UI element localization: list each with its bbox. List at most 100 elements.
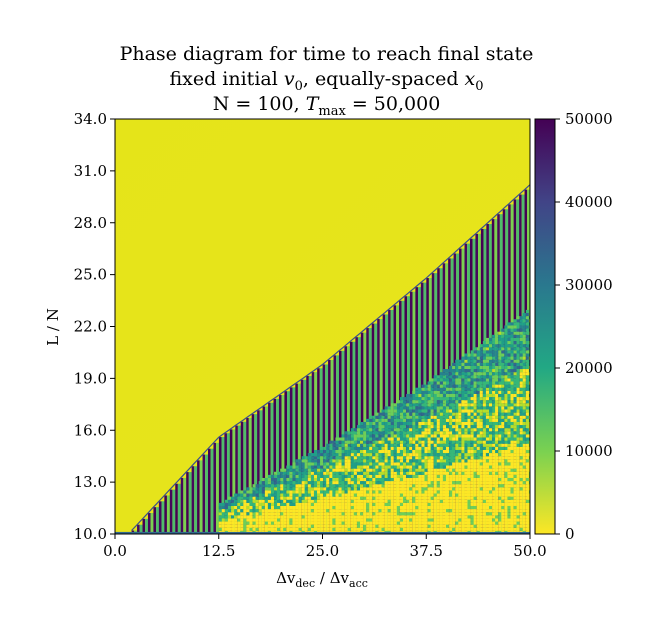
scatter-cell — [510, 328, 514, 332]
scatter-cell — [516, 515, 520, 519]
scatter-cell — [510, 446, 514, 450]
scatter-cell — [274, 499, 278, 503]
scatter-cell — [393, 437, 397, 441]
scatter-cell — [360, 524, 364, 528]
scatter-cell — [393, 509, 397, 513]
scatter-cell — [403, 496, 407, 500]
scatter-cell — [381, 456, 385, 460]
scatter-cell — [277, 474, 281, 478]
scatter-cell — [455, 515, 459, 519]
scatter-cell — [329, 518, 333, 522]
scatter-cell — [479, 524, 483, 528]
scatter-cell — [452, 403, 456, 407]
scatter-cell — [323, 462, 327, 466]
scatter-cell — [415, 449, 419, 454]
scatter-cell — [387, 524, 391, 528]
scatter-cell — [495, 481, 499, 485]
scatter-cell — [427, 512, 431, 516]
scatter-cell — [492, 344, 496, 348]
scatter-cell — [504, 493, 508, 497]
scatter-cell — [424, 412, 428, 416]
scatter-cell — [231, 524, 235, 528]
scatter-cell — [375, 412, 379, 416]
scatter-cell — [446, 518, 450, 522]
scatter-cell — [403, 477, 407, 482]
scatter-cell — [261, 505, 265, 510]
scatter-cell — [356, 515, 361, 519]
scatter-cell — [424, 456, 428, 460]
scatter-cell — [313, 493, 318, 497]
scatter-cell — [507, 512, 511, 516]
scatter-cell — [341, 521, 345, 525]
scatter-cell — [378, 521, 382, 525]
scatter-cell — [476, 359, 480, 363]
scatter-cell — [307, 490, 311, 494]
scatter-cell — [525, 428, 529, 432]
scatter-cell — [492, 362, 496, 366]
scatter-cell — [344, 434, 348, 438]
scatter-cell — [390, 428, 394, 432]
scatter-cell — [277, 496, 281, 500]
scatter-cell — [292, 505, 296, 510]
scatter-cell — [492, 428, 496, 432]
scatter-cell — [516, 359, 520, 363]
scatter-cell — [406, 474, 410, 478]
scatter-cell — [522, 328, 526, 332]
scatter-cell — [270, 518, 275, 522]
scatter-cell — [467, 403, 471, 407]
scatter-cell — [307, 524, 311, 528]
scatter-cell — [476, 496, 480, 500]
scatter-cell — [283, 521, 287, 525]
scatter-cell — [449, 518, 453, 522]
scatter-cell — [412, 400, 416, 404]
scatter-cell — [323, 468, 327, 472]
scatter-cell — [274, 527, 278, 531]
y-tick-label: 16.0 — [74, 421, 107, 439]
scatter-cell — [488, 434, 493, 438]
scatter-cell — [507, 499, 511, 503]
scatter-cell — [384, 431, 388, 435]
scatter-cell — [378, 437, 382, 441]
scatter-cell — [227, 499, 232, 503]
scatter-cell — [390, 440, 394, 444]
scatter-cell — [522, 505, 526, 510]
scatter-cell — [399, 421, 404, 426]
scatter-cell — [442, 375, 447, 379]
scatter-cell — [326, 484, 330, 488]
scatter-cell — [350, 484, 354, 488]
scatter-cell — [482, 521, 486, 525]
scatter-cell — [439, 496, 443, 500]
scatter-cell — [473, 403, 477, 407]
scatter-cell — [304, 524, 308, 528]
scatter-cell — [519, 434, 523, 438]
scatter-cell — [504, 456, 508, 460]
scatter-cell — [295, 493, 299, 497]
scatter-cell — [415, 443, 419, 447]
scatter-cell — [461, 400, 465, 404]
scatter-cell — [522, 319, 526, 323]
scatter-cell — [323, 490, 327, 494]
scatter-cell — [458, 502, 462, 506]
scatter-cell — [449, 400, 453, 404]
scatter-cell — [390, 493, 394, 497]
scatter-cell — [286, 468, 290, 472]
scatter-cell — [295, 527, 299, 531]
scatter-cell — [513, 365, 517, 370]
scatter-cell — [424, 393, 428, 398]
scatter-cell — [461, 487, 465, 491]
scatter-cell — [464, 381, 468, 385]
scatter-cell — [492, 390, 496, 394]
scatter-cell — [372, 431, 376, 435]
scatter-cell — [378, 440, 382, 444]
scatter-cell — [488, 341, 493, 345]
scatter-cell — [495, 378, 499, 382]
scatter-cell — [406, 524, 410, 528]
scatter-cell — [246, 518, 250, 522]
scatter-cell — [436, 518, 440, 522]
scatter-cell — [344, 502, 348, 506]
scatter-cell — [522, 387, 526, 391]
scatter-cell — [403, 446, 407, 450]
scatter-cell — [513, 468, 517, 472]
scatter-cell — [442, 400, 447, 404]
scatter-cell — [381, 449, 385, 454]
